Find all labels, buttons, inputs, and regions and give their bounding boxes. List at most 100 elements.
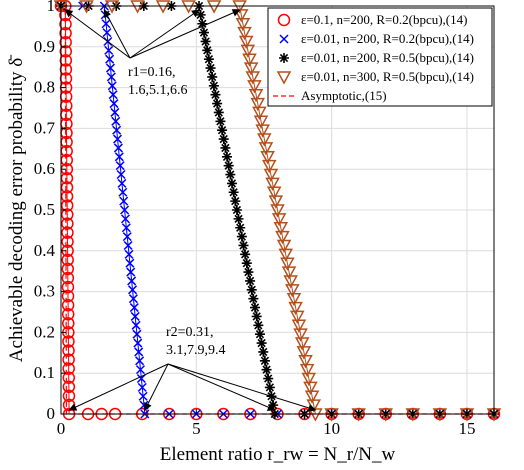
annotation-text: 3.1,7.9,9.4 [166, 343, 226, 358]
y-tick-label: 0.2 [34, 322, 55, 341]
triangle-marker [262, 159, 277, 174]
x-marker [134, 347, 144, 357]
star-marker [258, 346, 269, 357]
annotation-arrow [167, 363, 317, 412]
x-marker [125, 258, 135, 268]
star-marker [261, 364, 272, 375]
triangle-marker [238, 35, 254, 50]
annotation-arrow [129, 9, 200, 59]
legend-entry: ε=0.01, n=200, R=0.5(bpcu),(14) [279, 50, 474, 65]
y-tick-label: 0.4 [34, 241, 56, 260]
x-marker [119, 196, 129, 206]
triangle-marker [280, 257, 295, 271]
star-marker [226, 178, 237, 189]
x-marker [102, 28, 112, 38]
triangle-marker [235, 17, 251, 32]
x-marker [123, 240, 133, 251]
triangle-marker [271, 213, 287, 227]
x-marker [122, 232, 132, 242]
x-marker [279, 34, 289, 44]
star-marker [218, 134, 229, 145]
triangle-marker [303, 381, 318, 395]
y-tick-label: 0.9 [34, 37, 55, 56]
triangle-marker [268, 195, 284, 209]
circle-marker [61, 308, 75, 321]
triangle-marker [298, 355, 313, 369]
x-marker [126, 267, 136, 277]
star-marker [203, 54, 214, 65]
circle-marker [61, 226, 74, 239]
star-marker [231, 205, 242, 215]
star-marker [238, 240, 249, 251]
annotation-1: r1=0.16, 1.6,5.1,6.6 [64, 9, 241, 98]
legend-entry: ε=0.01, n=300, R=0.5(bpcu),(14) [276, 69, 474, 85]
triangle-marker [281, 266, 297, 280]
x-marker [128, 285, 138, 295]
circle-marker [62, 380, 76, 394]
circle-marker [62, 317, 75, 330]
circle-marker [61, 217, 74, 230]
triangle-marker [276, 239, 292, 254]
star-marker [205, 63, 216, 74]
triangle-marker [270, 204, 285, 218]
x-axis-label: Element ratio r_rw = N_r/N_w [160, 444, 396, 465]
legend-label: Asymptotic,(15) [301, 88, 387, 103]
x-marker [135, 356, 145, 366]
annotation-text: r1=0.16, [128, 65, 176, 80]
triangle-marker [301, 372, 317, 387]
x-marker [117, 178, 127, 188]
circle-marker [60, 199, 74, 212]
triangle-marker [253, 115, 269, 129]
star-marker [215, 116, 226, 127]
x-marker [110, 107, 120, 117]
star-marker [279, 53, 289, 63]
circle-marker [62, 353, 75, 366]
star-marker [222, 151, 233, 162]
x-tick-label: 15 [458, 419, 475, 438]
x-marker [136, 373, 146, 384]
star-marker [250, 302, 261, 313]
star-marker [241, 258, 252, 269]
x-marker [113, 143, 123, 153]
triangle-marker [288, 301, 303, 316]
y-tick-label: 0 [47, 404, 56, 423]
triangle-marker [291, 319, 307, 333]
triangle-marker [265, 177, 280, 191]
tick-labels: 0 5 10 15 0 0.1 0.2 0.3 0.4 0.5 0.6 0.7 0.8 0.9 1 [34, 0, 476, 438]
annotation-arrow [144, 363, 169, 411]
annotation-arrow [129, 9, 241, 59]
x-marker [105, 54, 115, 64]
x-marker [106, 72, 116, 82]
x-marker [105, 63, 116, 73]
circle-marker [60, 190, 74, 203]
triangle-marker [257, 133, 272, 147]
x-marker [115, 161, 125, 171]
triangle-marker [248, 88, 264, 103]
triangle-marker [258, 142, 274, 156]
star-marker [246, 284, 257, 295]
triangle-marker [237, 26, 252, 41]
x-marker [109, 99, 119, 109]
star-marker [228, 187, 239, 198]
x-marker [133, 338, 143, 348]
x-marker [131, 320, 141, 330]
star-marker [240, 249, 251, 260]
y-tick-label: 1 [47, 0, 56, 15]
x-marker [127, 276, 137, 286]
triangle-marker [296, 346, 312, 360]
star-marker [245, 275, 256, 286]
x-marker [101, 19, 111, 29]
triangle-marker [250, 97, 265, 112]
triangle-marker [240, 44, 256, 58]
x-marker [138, 391, 148, 401]
circle-marker [62, 335, 75, 348]
annotation-arrow [68, 363, 169, 411]
circle-marker [61, 289, 75, 303]
star-marker [251, 311, 262, 322]
circle-marker [62, 389, 76, 403]
annotation-text: 1.6,5.1,6.6 [128, 83, 188, 98]
circle-marker [61, 298, 75, 312]
star-marker [263, 373, 274, 384]
triangle-marker [275, 230, 290, 245]
